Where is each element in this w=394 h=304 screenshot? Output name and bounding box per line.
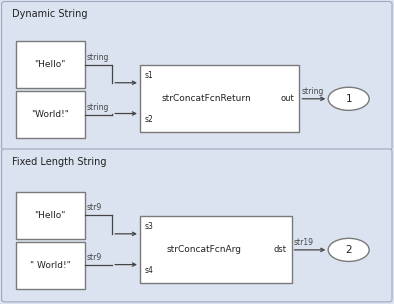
Bar	[16, 192, 85, 239]
Bar	[16, 91, 85, 138]
Text: strConcatFcnArg: strConcatFcnArg	[166, 245, 241, 254]
Text: str19: str19	[294, 238, 314, 247]
Text: "Hello": "Hello"	[35, 60, 66, 69]
Text: 2: 2	[346, 245, 352, 255]
FancyBboxPatch shape	[2, 149, 392, 302]
Text: string: string	[301, 87, 324, 96]
Text: strConcatFcnReturn: strConcatFcnReturn	[162, 94, 252, 103]
Bar	[16, 242, 85, 289]
Ellipse shape	[328, 238, 369, 261]
Text: s3: s3	[145, 223, 154, 231]
Bar	[140, 65, 299, 132]
FancyBboxPatch shape	[2, 2, 392, 150]
Text: str9: str9	[87, 253, 102, 262]
Text: "Hello": "Hello"	[35, 211, 66, 219]
Bar	[16, 41, 85, 88]
Text: s4: s4	[145, 266, 154, 275]
Bar	[140, 216, 292, 283]
Text: 1: 1	[346, 94, 352, 104]
Text: Dynamic String: Dynamic String	[12, 9, 87, 19]
Text: string: string	[87, 103, 109, 112]
Text: s1: s1	[145, 71, 153, 80]
Text: dst: dst	[274, 245, 287, 254]
Text: " World!": " World!"	[30, 261, 71, 270]
Text: "World!": "World!"	[31, 110, 69, 119]
Text: str9: str9	[87, 203, 102, 212]
Text: out: out	[281, 94, 295, 103]
Text: string: string	[87, 53, 109, 61]
Text: Fixed Length String: Fixed Length String	[12, 157, 106, 167]
Text: s2: s2	[145, 115, 153, 124]
Ellipse shape	[328, 87, 369, 110]
